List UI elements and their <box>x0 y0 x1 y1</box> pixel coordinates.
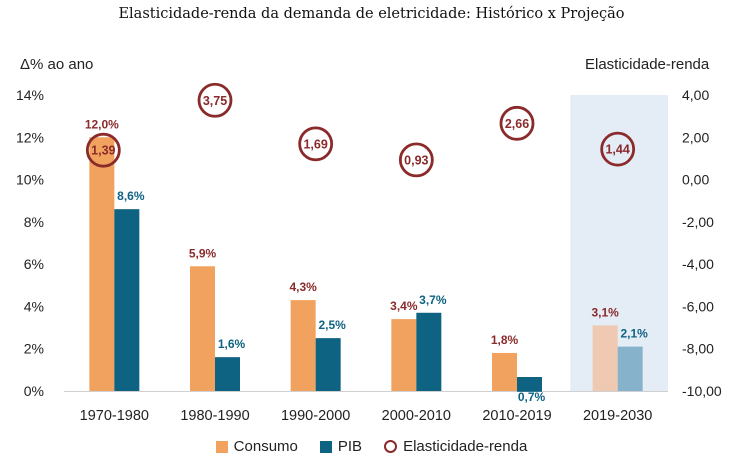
y-tick-left: 10% <box>16 172 44 188</box>
y-tick-left: 6% <box>24 256 44 272</box>
data-label-consumo: 12,0% <box>85 117 119 131</box>
bar-consumo <box>190 266 215 391</box>
bar-pib <box>416 312 442 391</box>
legend-label-pib: PIB <box>337 438 363 455</box>
legend-swatch-consumo <box>215 440 228 453</box>
bar-pib <box>517 377 542 392</box>
bar-consumo <box>391 319 417 391</box>
bar-pib <box>617 346 643 391</box>
data-label-pib: 2,1% <box>620 327 648 341</box>
y-tick-left: 0% <box>24 383 44 399</box>
y-tick-left: 12% <box>16 129 44 145</box>
x-tick-label: 1980-1990 <box>180 408 249 424</box>
elasticity-label: 1,69 <box>303 137 327 151</box>
y-tick-right: -8,00 <box>682 341 714 357</box>
elasticity-marker <box>398 142 434 178</box>
x-tick-label: 2010-2019 <box>482 408 551 424</box>
legend-item-pib: PIB <box>319 438 363 455</box>
y-tick-right: 2,00 <box>682 129 709 145</box>
data-label-pib: 1,6% <box>218 337 246 351</box>
bar-pib <box>114 209 140 391</box>
chart-legend: Consumo PIB Elasticidade-renda <box>0 438 743 455</box>
data-label-pib: 0,7% <box>518 390 546 404</box>
legend-item-consumo: Consumo <box>215 438 298 455</box>
x-tick-label: 2019-2030 <box>583 408 652 424</box>
chart-title: Elasticidade-renda da demanda de eletric… <box>118 6 625 22</box>
elasticity-label: 2,66 <box>505 117 529 131</box>
data-label-pib: 2,5% <box>318 318 346 332</box>
bar-pib <box>215 357 240 391</box>
y-tick-left: 14% <box>16 87 44 103</box>
y-axis-left-label: Δ% ao ano <box>20 56 94 73</box>
bar-consumo <box>592 325 618 391</box>
y-tick-left: 8% <box>24 214 44 230</box>
y-tick-left: 4% <box>24 298 44 314</box>
x-tick-label: 2000-2010 <box>382 408 451 424</box>
bar-consumo <box>492 352 517 391</box>
bar-pib <box>315 338 341 391</box>
elasticity-marker <box>197 82 233 118</box>
y-tick-right: -10,00 <box>682 383 722 399</box>
legend-label-elasticidade: Elasticidade-renda <box>403 438 528 455</box>
elasticity-marker <box>298 126 334 162</box>
y-axis-right-label: Elasticidade-renda <box>585 56 710 73</box>
x-tick-label: 1970-1980 <box>80 408 149 424</box>
legend-ring-elasticidade <box>384 440 398 453</box>
bar-consumo <box>290 300 316 391</box>
data-label-consumo: 4,3% <box>289 280 317 294</box>
y-tick-right: -4,00 <box>682 256 714 272</box>
data-label-consumo: 3,1% <box>591 305 619 319</box>
legend-label-consumo: Consumo <box>233 438 298 455</box>
data-label-consumo: 3,4% <box>390 299 418 313</box>
elasticity-marker <box>85 132 121 168</box>
data-label-pib: 3,7% <box>419 293 447 307</box>
y-tick-right: -6,00 <box>682 298 714 314</box>
data-label-consumo: 1,8% <box>491 333 519 347</box>
elasticity-marker <box>600 131 636 167</box>
bar-consumo <box>89 137 115 391</box>
y-tick-right: -2,00 <box>682 214 714 230</box>
x-tick-label: 1990-2000 <box>281 408 350 424</box>
y-tick-left: 2% <box>24 341 44 357</box>
elasticity-label: 1,39 <box>91 144 115 158</box>
elasticity-label: 3,75 <box>203 94 227 108</box>
elasticity-label: 0,93 <box>404 153 428 167</box>
y-tick-right: 0,00 <box>682 172 709 188</box>
elasticity-marker <box>499 105 535 141</box>
data-label-pib: 8,6% <box>117 189 145 203</box>
y-tick-right: 4,00 <box>682 87 709 103</box>
legend-swatch-pib <box>319 440 332 453</box>
projection-band <box>570 95 668 391</box>
elasticity-label: 1,44 <box>605 143 629 157</box>
legend-item-elasticidade: Elasticidade-renda <box>384 438 527 455</box>
data-label-consumo: 5,9% <box>189 246 217 260</box>
